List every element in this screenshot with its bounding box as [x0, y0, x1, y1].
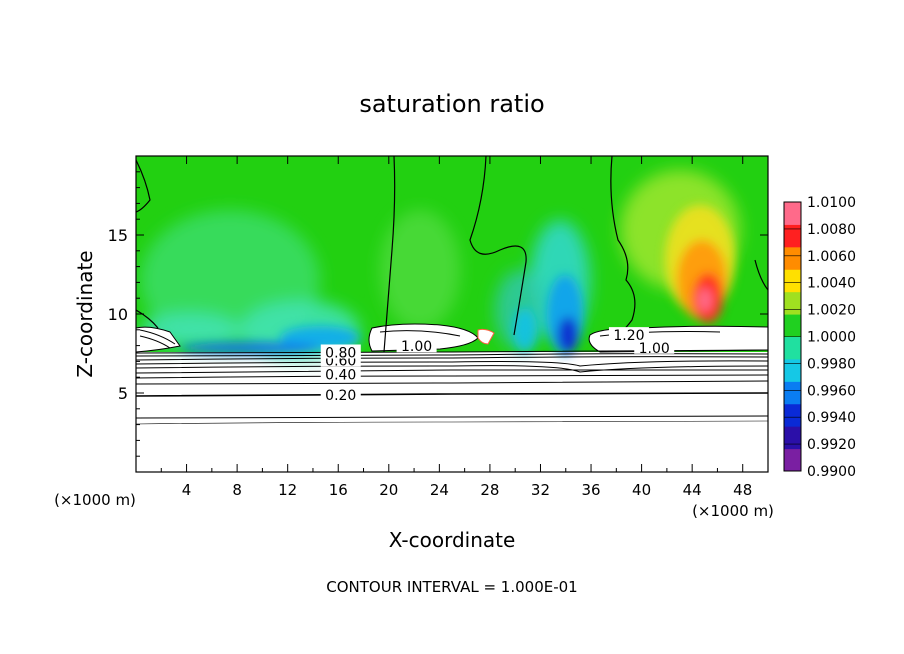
x-axis-label: X-coordinate	[389, 528, 516, 552]
colorbar-swatch	[784, 448, 801, 472]
colorbar-swatch	[784, 336, 801, 360]
x-axis: 4 8 12 16 20 24 28 32 36 40 44 48	[160, 156, 752, 499]
colorbar-swatch	[784, 381, 801, 405]
x-unit-label-right: (×1000 m)	[692, 502, 774, 520]
x-tick-label: 12	[278, 481, 297, 499]
x-tick-label: 20	[379, 481, 398, 499]
x-tick-label: 24	[430, 481, 449, 499]
contour-label-bg	[320, 387, 361, 402]
contour-interval-footer: CONTOUR INTERVAL = 1.000E-01	[326, 578, 577, 596]
x-tick-label: 40	[632, 481, 651, 499]
colorbar-swatch	[784, 224, 801, 248]
colorbar-tick-label: 0.9900	[807, 464, 856, 480]
y-tick-label: 5	[118, 384, 128, 403]
x-tick-label: 4	[182, 481, 192, 499]
colorbar-tick-label: 1.0000	[807, 330, 856, 346]
contour-label: 0.80	[325, 346, 356, 362]
x-tick-label: 48	[733, 481, 752, 499]
contour-label: 0.40	[325, 368, 356, 384]
colorbar-swatch	[784, 403, 801, 427]
contour-labels: 0.200.400.600.80 1.001.201.00	[320, 327, 675, 404]
colorbar-tick-label: 1.0100	[807, 195, 856, 211]
x-tick-label: 32	[531, 481, 550, 499]
colorbar-tick-label: 0.9980	[807, 356, 856, 372]
y-tick-label: 15	[108, 226, 128, 245]
colorbar-tick-label: 0.9940	[807, 410, 856, 426]
y-axis: 5 10 15	[108, 171, 768, 457]
x-tick-label: 36	[581, 481, 600, 499]
chart-title: saturation ratio	[359, 90, 544, 118]
y-axis-label: Z-coordinate	[73, 250, 97, 377]
colorbar-tick-label: 1.0020	[807, 303, 856, 319]
x-tick-label: 8	[232, 481, 242, 499]
colorbar-tick-label: 0.9960	[807, 383, 856, 399]
x-unit-label-left: (×1000 m)	[54, 491, 136, 509]
contour-label: 1.00	[639, 341, 670, 357]
colorbar-swatch	[784, 314, 801, 337]
colorbar-swatch	[784, 426, 801, 450]
contour-label: 1.00	[401, 339, 432, 355]
contour-label: 0.20	[325, 388, 356, 404]
colorbar-swatch	[784, 202, 801, 225]
colorbar-swatch	[784, 269, 801, 293]
y-tick-label: 10	[108, 305, 128, 324]
colorbar-swatch	[784, 291, 801, 315]
x-tick-label: 16	[329, 481, 348, 499]
colorbar-tick-label: 1.0040	[807, 276, 856, 292]
x-tick-label: 28	[480, 481, 499, 499]
colorbar-swatch	[784, 358, 801, 382]
contour-label-bg	[320, 344, 361, 359]
colorbar-tick-label: 0.9920	[807, 437, 856, 453]
contour-label-bg	[608, 327, 649, 342]
contour-label-bg	[396, 338, 437, 353]
contour-label-bg	[320, 366, 361, 381]
colorbar-tick-label: 1.0060	[807, 249, 856, 265]
x-tick-label: 44	[683, 481, 702, 499]
colorbar: 1.0100 1.0080 1.0060 1.0040 1.0020 1.0000 0.99…	[783, 195, 856, 480]
colorbar-swatch	[784, 246, 801, 270]
contour-label-bg	[634, 339, 675, 354]
colorbar-tick-label: 1.0080	[807, 222, 856, 238]
heatmap-field	[136, 156, 768, 472]
